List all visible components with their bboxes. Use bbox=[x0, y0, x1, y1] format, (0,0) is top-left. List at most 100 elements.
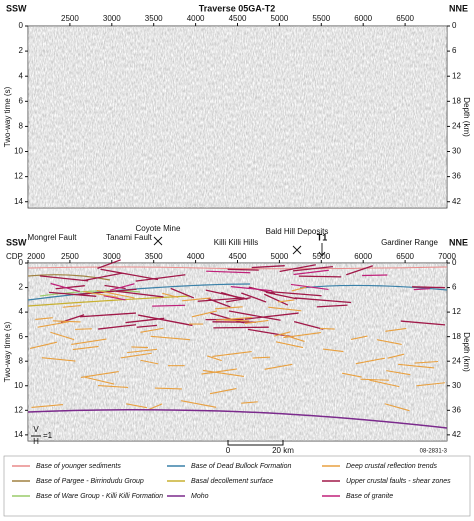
x-tick-label: 4000 bbox=[187, 14, 205, 23]
interpretation-line bbox=[131, 346, 149, 349]
y2-tick-label: 12 bbox=[452, 71, 461, 80]
interpretation-line bbox=[414, 360, 439, 364]
y2-tick-label: 42 bbox=[452, 430, 461, 439]
x-tick-label: 2500 bbox=[61, 14, 79, 23]
seismic-image bbox=[28, 26, 447, 208]
interpretation-line bbox=[197, 297, 245, 302]
legend-label: Base of Dead Bullock Formation bbox=[191, 463, 291, 470]
interpretation-line bbox=[100, 268, 159, 281]
interpretation-line bbox=[79, 312, 136, 318]
y-tick-label: 0 bbox=[19, 258, 24, 267]
interpretation-line bbox=[252, 356, 271, 359]
vh-top: V bbox=[33, 425, 39, 434]
interpretation-line bbox=[135, 274, 186, 282]
interpretation-line bbox=[387, 353, 405, 359]
interpretation-line bbox=[213, 326, 269, 329]
interpretation-line bbox=[282, 333, 305, 342]
interpretation-line bbox=[136, 324, 158, 328]
interpretation-line bbox=[248, 286, 276, 295]
y2-tick-label: 36 bbox=[452, 172, 461, 181]
interpretation-line bbox=[210, 312, 245, 324]
y-tick-label: 10 bbox=[14, 147, 23, 156]
interpretation-line bbox=[109, 283, 135, 291]
y-tick-label: 2 bbox=[19, 46, 24, 55]
interpretation-line bbox=[27, 295, 191, 307]
x-tick-label: 4000 bbox=[187, 252, 205, 261]
y-axis-label: Two-way time (s) bbox=[3, 86, 12, 147]
interpretation-line bbox=[55, 285, 85, 290]
interpretation-line bbox=[376, 339, 402, 346]
interpretation-line bbox=[416, 382, 446, 387]
y2-tick-label: 36 bbox=[452, 405, 461, 414]
annotation: Gardiner Range bbox=[381, 238, 438, 247]
direction-left: SSW bbox=[6, 237, 27, 247]
interpretation-line bbox=[264, 363, 293, 370]
y-tick-label: 12 bbox=[14, 405, 23, 414]
interpretation-line bbox=[31, 404, 63, 408]
legend-label: Base of Ware Group - Killi Killi Formati… bbox=[36, 493, 163, 500]
interpretation-line bbox=[49, 291, 97, 297]
x-tick-label: 6500 bbox=[396, 252, 414, 261]
direction-right: NNE bbox=[449, 3, 468, 13]
y-tick-label: 14 bbox=[14, 197, 23, 206]
interpretation-line bbox=[355, 357, 386, 365]
y-tick-label: 8 bbox=[19, 356, 24, 365]
interpretation-line bbox=[279, 264, 316, 273]
y2-tick-label: 24 bbox=[452, 122, 461, 131]
interpretation-line bbox=[182, 297, 211, 302]
y2-tick-label: 0 bbox=[452, 21, 457, 30]
interpretation-line bbox=[244, 319, 269, 325]
interpretation-line bbox=[386, 370, 411, 376]
annotation: Bald Hill Deposits bbox=[266, 227, 329, 236]
interpretation-line bbox=[385, 327, 407, 332]
interpretation-line bbox=[50, 331, 75, 341]
y-tick-label: 12 bbox=[14, 172, 23, 181]
interpretation-line bbox=[413, 288, 430, 291]
y-tick-label: 6 bbox=[19, 96, 24, 105]
interpretation-line bbox=[227, 268, 259, 271]
interpretation-line bbox=[241, 401, 258, 404]
interpretation-line bbox=[96, 289, 135, 299]
interpretation-line bbox=[215, 306, 243, 310]
interpretation-line bbox=[350, 335, 368, 340]
y2-tick-label: 18 bbox=[452, 332, 461, 341]
interpretation-line bbox=[212, 351, 252, 357]
interpretation-line bbox=[215, 316, 252, 321]
x-tick-label: 5000 bbox=[271, 14, 289, 23]
interpretation-line bbox=[341, 372, 362, 378]
vh-bottom: H bbox=[33, 437, 39, 446]
legend-label: Moho bbox=[191, 493, 209, 500]
figure-id: 08-2831-3 bbox=[420, 449, 448, 455]
y2-tick-label: 24 bbox=[452, 356, 461, 365]
interpretation-line bbox=[228, 310, 281, 321]
y2-tick-label: 30 bbox=[452, 381, 461, 390]
x-tick-label: 4500 bbox=[229, 252, 247, 261]
interpretation-line bbox=[154, 387, 182, 390]
interpretation-line bbox=[126, 403, 148, 409]
x-tick-label: 7000 bbox=[438, 252, 456, 261]
y2-axis-label: Depth (km) bbox=[462, 97, 471, 137]
x-tick-label: 6000 bbox=[354, 14, 372, 23]
panel-title: Traverse 05GA-T2 bbox=[199, 3, 276, 13]
y2-tick-label: 12 bbox=[452, 307, 461, 316]
y-tick-label: 6 bbox=[19, 332, 24, 341]
interpretation-line bbox=[207, 355, 222, 362]
interpretation-line bbox=[41, 357, 76, 362]
interpretation-line bbox=[290, 283, 329, 291]
interpretation-line bbox=[115, 290, 164, 298]
legend-label: Base of younger sediments bbox=[36, 463, 121, 470]
interpretation-line bbox=[298, 275, 342, 278]
x-tick-label: 2500 bbox=[61, 252, 79, 261]
x-tick-label: 4500 bbox=[229, 14, 247, 23]
interpretation-line bbox=[275, 341, 304, 349]
interpretation-line bbox=[50, 282, 80, 293]
interpretation-line bbox=[294, 297, 352, 304]
interpretation-line bbox=[322, 348, 344, 353]
scale-bar bbox=[227, 440, 284, 446]
interpretation-line bbox=[138, 314, 193, 327]
interpretation-line bbox=[205, 289, 248, 300]
interpretation-line bbox=[98, 324, 137, 330]
interpretation-line bbox=[170, 287, 195, 299]
x-tick-label: 3000 bbox=[103, 252, 121, 261]
